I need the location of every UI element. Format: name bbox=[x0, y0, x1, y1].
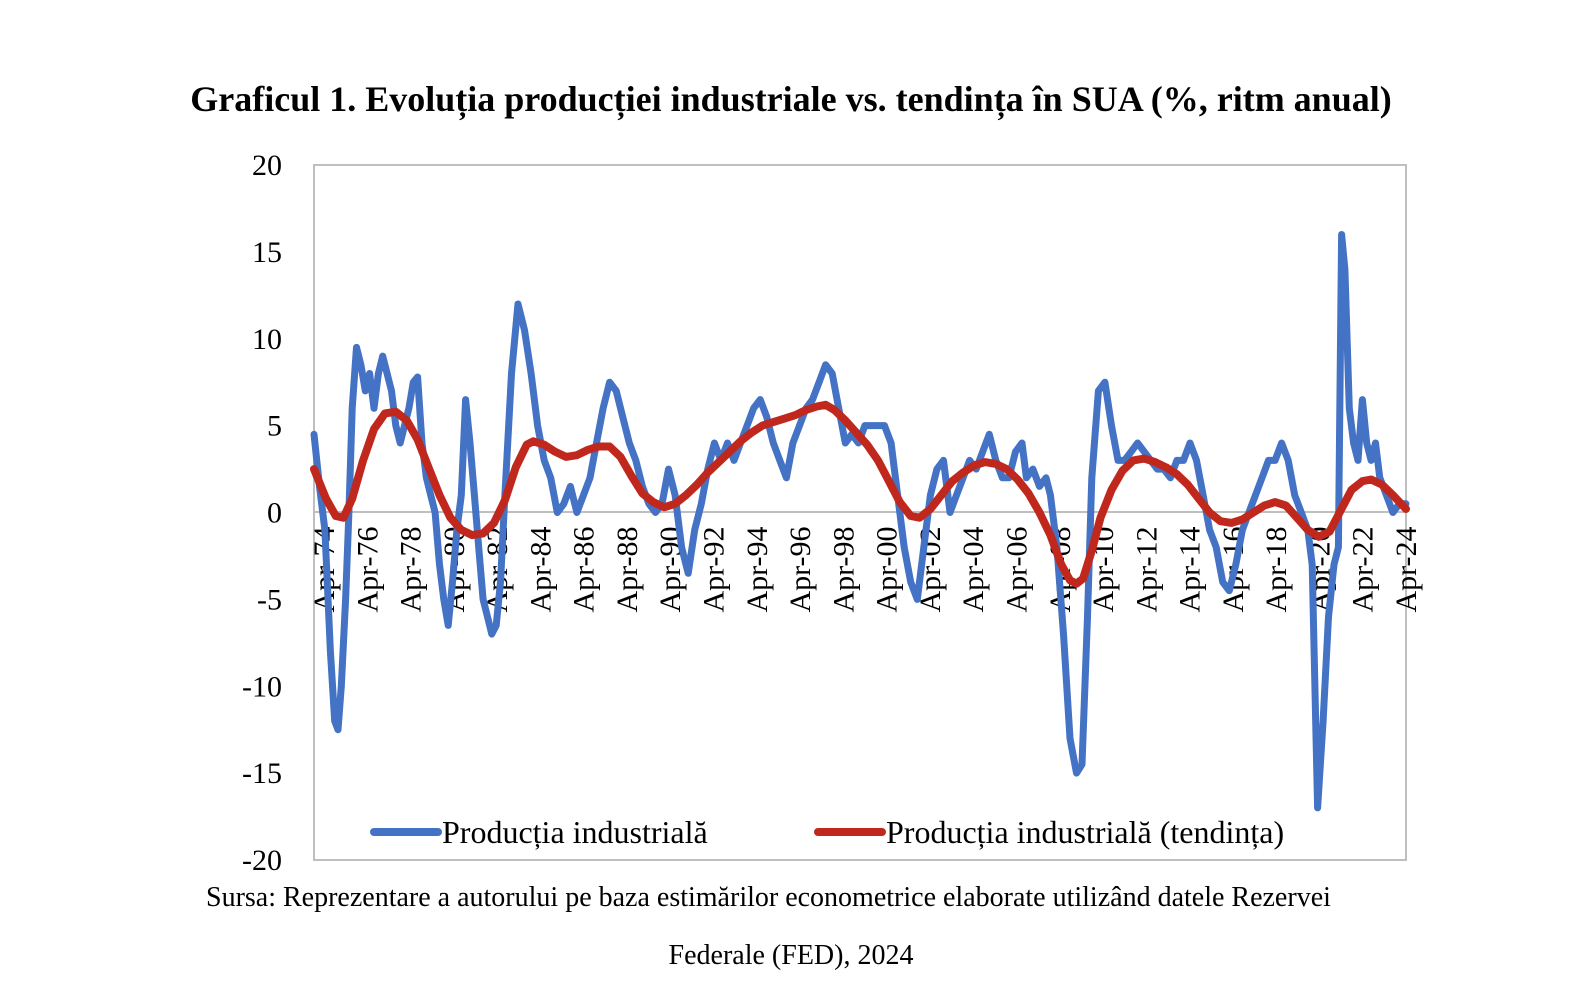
x-tick-label: Apr-96 bbox=[784, 527, 817, 613]
y-tick-label: -15 bbox=[242, 757, 282, 790]
y-tick-label: -10 bbox=[242, 670, 282, 703]
x-tick-label: Apr-86 bbox=[568, 527, 601, 613]
x-tick-label: Apr-00 bbox=[871, 527, 904, 613]
y-axis-ticks: 20 15 10 5 0 -5 -10 -15 -20 bbox=[242, 149, 282, 877]
x-tick-label: Apr-94 bbox=[741, 527, 774, 613]
y-tick-label: 20 bbox=[252, 149, 282, 182]
y-tick-label: 0 bbox=[267, 497, 282, 530]
series-line-productia bbox=[310, 231, 1410, 812]
source-note-line1: Sursa: Reprezentare a autorului pe baza … bbox=[206, 882, 1331, 913]
x-tick-label: Apr-24 bbox=[1390, 527, 1423, 613]
y-tick-label: 15 bbox=[252, 236, 282, 269]
x-tick-label: Apr-78 bbox=[395, 527, 428, 613]
x-tick-label: Apr-76 bbox=[351, 527, 384, 613]
y-tick-label: 10 bbox=[252, 323, 282, 356]
series-layer bbox=[310, 231, 1410, 812]
x-tick-label: Apr-18 bbox=[1260, 527, 1293, 613]
x-tick-label: Apr-88 bbox=[611, 527, 644, 613]
legend-label: Producția industrială bbox=[442, 814, 708, 850]
x-tick-label: Apr-98 bbox=[827, 527, 860, 613]
y-tick-label: 5 bbox=[267, 410, 282, 443]
x-tick-label: Apr-12 bbox=[1130, 527, 1163, 613]
y-tick-label: -5 bbox=[257, 583, 282, 616]
x-tick-label: Apr-14 bbox=[1174, 527, 1207, 613]
series-line-tendinta bbox=[310, 400, 1410, 588]
legend-label: Producția industrială (tendința) bbox=[886, 814, 1284, 850]
x-tick-label: Apr-22 bbox=[1347, 527, 1380, 613]
y-tick-label: -20 bbox=[242, 844, 282, 877]
chart-title: Graficul 1. Evoluția producției industri… bbox=[190, 79, 1392, 119]
x-tick-label: Apr-84 bbox=[524, 527, 557, 613]
x-tick-label: Apr-92 bbox=[698, 527, 731, 613]
source-note-line2: Federale (FED), 2024 bbox=[668, 940, 914, 971]
x-tick-label: Apr-06 bbox=[1000, 527, 1033, 613]
legend: Producția industrială Producția industria… bbox=[370, 814, 1284, 850]
x-tick-label: Apr-04 bbox=[957, 527, 990, 613]
